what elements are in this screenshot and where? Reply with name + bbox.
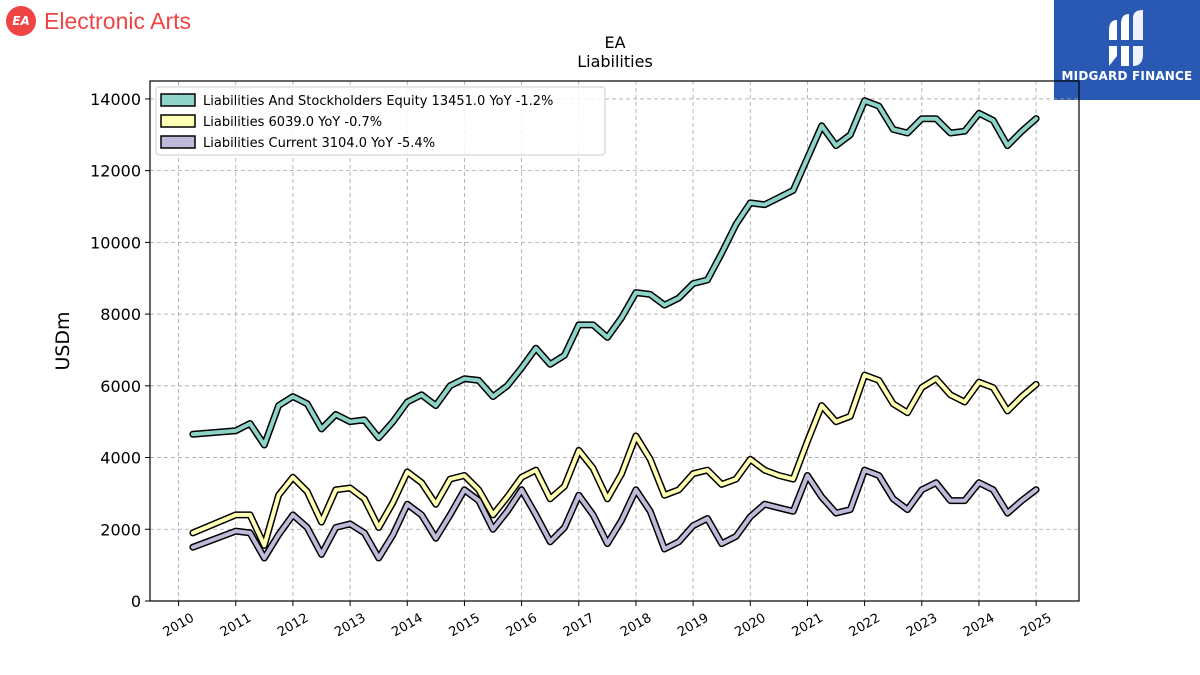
x-tick-label: 2013: [332, 611, 368, 641]
x-tick-label: 2012: [275, 611, 311, 641]
legend-box: [155, 86, 606, 156]
legend-swatch: [160, 114, 196, 128]
series-lines: [189, 97, 1040, 562]
brand: EA Electronic Arts: [6, 6, 191, 36]
midgard-name: MIDGARD FINANCE: [1061, 69, 1193, 83]
x-tick-label: 2020: [732, 611, 768, 641]
y-tick-label: 10000: [90, 233, 141, 252]
chart-title: EA: [604, 33, 625, 52]
x-tick-label: 2010: [161, 611, 197, 641]
y-tick-label: 4000: [100, 449, 141, 468]
legend-entry: Liabilities 6039.0 YoY -0.7%: [160, 114, 382, 130]
legend-label: Liabilities And Stockholders Equity 1345…: [203, 94, 553, 109]
series-1: [189, 371, 1040, 549]
x-tick-label: 2016: [504, 611, 540, 641]
y-tick-label: 12000: [90, 162, 141, 181]
ea-logo-icon: EA: [6, 6, 36, 36]
y-tick-label: 8000: [100, 305, 141, 324]
x-tick-label: 2022: [847, 611, 883, 641]
legend-label: Liabilities 6039.0 YoY -0.7%: [203, 115, 382, 130]
y-axis-label: USDm: [52, 311, 74, 370]
chart-subtitle: Liabilities: [577, 52, 653, 71]
legend-swatch: [160, 93, 196, 107]
series-line: [190, 468, 1039, 560]
series-2: [189, 466, 1040, 562]
brand-name: Electronic Arts: [44, 7, 191, 34]
x-tick-label: 2021: [790, 611, 826, 641]
x-tick-label: 2015: [447, 611, 483, 641]
y-tick-label: 14000: [90, 90, 141, 109]
legend-entry: Liabilities Current 3104.0 YoY -5.4%: [160, 135, 435, 151]
x-tick-label: 2023: [904, 611, 940, 641]
legend-swatch: [160, 135, 196, 149]
legend: Liabilities And Stockholders Equity 1345…: [155, 86, 606, 156]
plot-frame: [149, 80, 1080, 602]
x-axis-ticks: 2010 2011 2012 2013 2014 2015 2016 2017 2018 2019…: [161, 601, 1054, 641]
midgard-finance-watermark: MIDGARD FINANCE: [1054, 0, 1200, 100]
y-tick-label: 2000: [100, 520, 141, 539]
x-tick-label: 2018: [618, 611, 654, 641]
x-tick-label: 2011: [218, 611, 254, 641]
x-tick-label: 2017: [561, 611, 597, 641]
x-tick-label: 2014: [389, 611, 425, 641]
legend-label: Liabilities Current 3104.0 YoY -5.4%: [203, 136, 435, 151]
y-tick-label: 6000: [100, 377, 141, 396]
series-line: [190, 373, 1039, 548]
series-0: [189, 97, 1040, 449]
series-line: [190, 98, 1039, 447]
legend-entry: Liabilities And Stockholders Equity 1345…: [160, 93, 553, 109]
y-axis-ticks: 0 2000 4000 6000 8000 10000 12000 14000: [90, 90, 150, 611]
x-tick-label: 2019: [675, 611, 711, 641]
midgard-logo-icon: [1107, 10, 1147, 66]
y-tick-label: 0: [131, 592, 141, 611]
x-tick-label: 2025: [1018, 611, 1054, 641]
x-tick-label: 2024: [961, 611, 997, 641]
